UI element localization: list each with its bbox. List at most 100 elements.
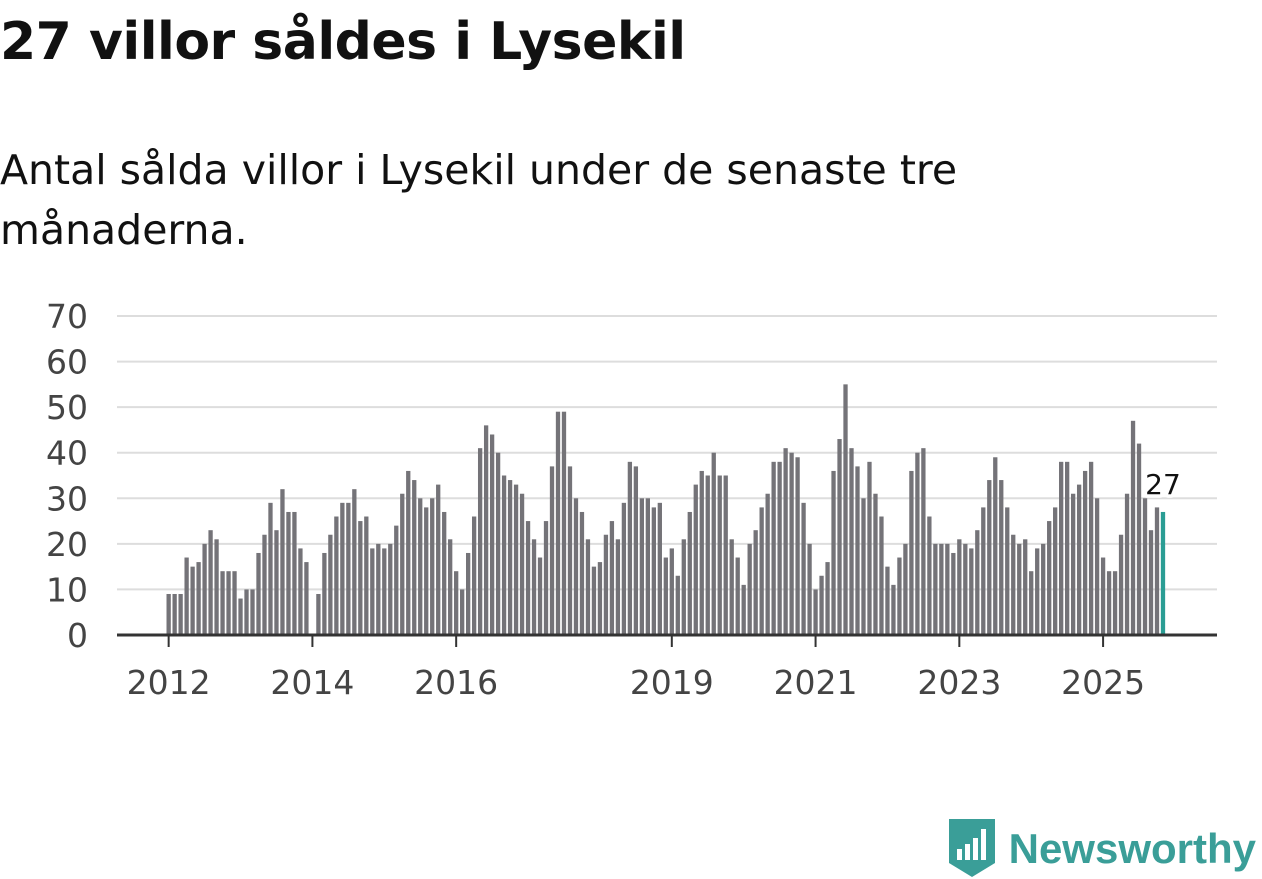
brand-logo: Newsworthy bbox=[947, 819, 1256, 879]
x-tick-label: 2014 bbox=[270, 663, 354, 702]
bar bbox=[681, 539, 686, 635]
bar bbox=[987, 480, 992, 635]
bar-chart: 0 10 20 30 40 50 60 70 2012 2014 2016 2019 2021 2023… bbox=[46, 297, 1217, 702]
bar bbox=[573, 498, 579, 635]
bar bbox=[208, 530, 213, 635]
bar bbox=[501, 475, 507, 635]
bar bbox=[645, 498, 650, 635]
bar bbox=[525, 521, 531, 635]
y-tick-label: 50 bbox=[46, 388, 88, 427]
bar bbox=[316, 593, 321, 635]
bar bbox=[1035, 548, 1040, 635]
bar bbox=[322, 552, 327, 635]
bar bbox=[885, 566, 890, 635]
bar bbox=[226, 571, 231, 635]
bar bbox=[567, 466, 573, 635]
bar bbox=[1053, 507, 1058, 635]
y-tick-label: 20 bbox=[46, 525, 88, 564]
bar bbox=[495, 452, 501, 635]
highlight-value-label: 27 bbox=[1145, 468, 1181, 501]
bar bbox=[777, 461, 782, 635]
bar bbox=[519, 493, 525, 635]
bar bbox=[1082, 470, 1088, 635]
bar bbox=[663, 557, 668, 635]
x-tick-label: 2012 bbox=[127, 663, 211, 702]
bar bbox=[1142, 498, 1148, 635]
bar bbox=[801, 502, 806, 635]
bar bbox=[436, 484, 441, 635]
bar bbox=[957, 539, 962, 635]
bar bbox=[376, 543, 381, 635]
bar bbox=[951, 552, 956, 635]
bar bbox=[813, 589, 818, 635]
bar bbox=[196, 562, 201, 635]
bar bbox=[1154, 507, 1160, 635]
bar bbox=[723, 475, 728, 635]
bar bbox=[603, 534, 609, 635]
bar bbox=[1088, 461, 1094, 635]
annotations: 27 bbox=[1142, 464, 1185, 504]
bar bbox=[741, 584, 746, 635]
bar bbox=[448, 539, 453, 635]
bar bbox=[298, 548, 303, 635]
bar bbox=[1059, 461, 1064, 635]
bar bbox=[693, 484, 698, 635]
bar bbox=[945, 543, 950, 635]
x-tick-label: 2021 bbox=[774, 663, 858, 702]
bar bbox=[424, 507, 429, 635]
bar bbox=[1065, 461, 1070, 635]
bar bbox=[489, 434, 495, 635]
bar bbox=[717, 475, 722, 635]
bar bbox=[1112, 571, 1118, 635]
bar bbox=[963, 543, 968, 635]
bar bbox=[999, 480, 1004, 635]
bar bbox=[939, 543, 944, 635]
bar-highlight bbox=[1160, 511, 1166, 635]
bar bbox=[621, 502, 627, 635]
bar bbox=[1041, 543, 1046, 635]
bar bbox=[861, 498, 866, 635]
bar bbox=[789, 452, 794, 635]
bar bbox=[178, 593, 183, 635]
bar bbox=[639, 498, 645, 635]
bar bbox=[879, 516, 884, 635]
x-tick-label: 2023 bbox=[917, 663, 1001, 702]
bar bbox=[292, 511, 297, 635]
bar bbox=[1017, 543, 1022, 635]
bar bbox=[1011, 534, 1016, 635]
bar bbox=[202, 543, 207, 635]
y-axis-ticks: 0 10 20 30 40 50 60 70 bbox=[46, 297, 88, 655]
bar bbox=[340, 502, 345, 635]
bar bbox=[897, 557, 902, 635]
bar bbox=[705, 475, 710, 635]
y-tick-label: 10 bbox=[46, 570, 88, 609]
bar bbox=[1130, 420, 1136, 635]
bar bbox=[651, 507, 656, 635]
bar bbox=[561, 411, 567, 635]
bar bbox=[400, 493, 405, 635]
bar bbox=[460, 589, 465, 635]
bar bbox=[867, 461, 872, 635]
bar bbox=[921, 448, 926, 635]
bar bbox=[549, 466, 555, 635]
bar bbox=[747, 543, 752, 635]
x-tick-label: 2016 bbox=[414, 663, 498, 702]
y-tick-label: 60 bbox=[46, 343, 88, 382]
bar bbox=[675, 575, 680, 635]
bar bbox=[430, 498, 435, 635]
bar bbox=[220, 571, 225, 635]
x-tick-label: 2025 bbox=[1061, 663, 1145, 702]
bar bbox=[615, 539, 621, 635]
bar bbox=[903, 543, 908, 635]
bar bbox=[633, 466, 639, 635]
bar bbox=[933, 543, 938, 635]
bar bbox=[382, 548, 387, 635]
bar bbox=[1029, 571, 1034, 635]
bar bbox=[843, 384, 848, 635]
bar bbox=[190, 566, 195, 635]
bar bbox=[1094, 498, 1100, 635]
bar bbox=[825, 562, 830, 635]
y-tick-label: 40 bbox=[46, 434, 88, 473]
bar bbox=[555, 411, 561, 635]
bar bbox=[819, 575, 824, 635]
